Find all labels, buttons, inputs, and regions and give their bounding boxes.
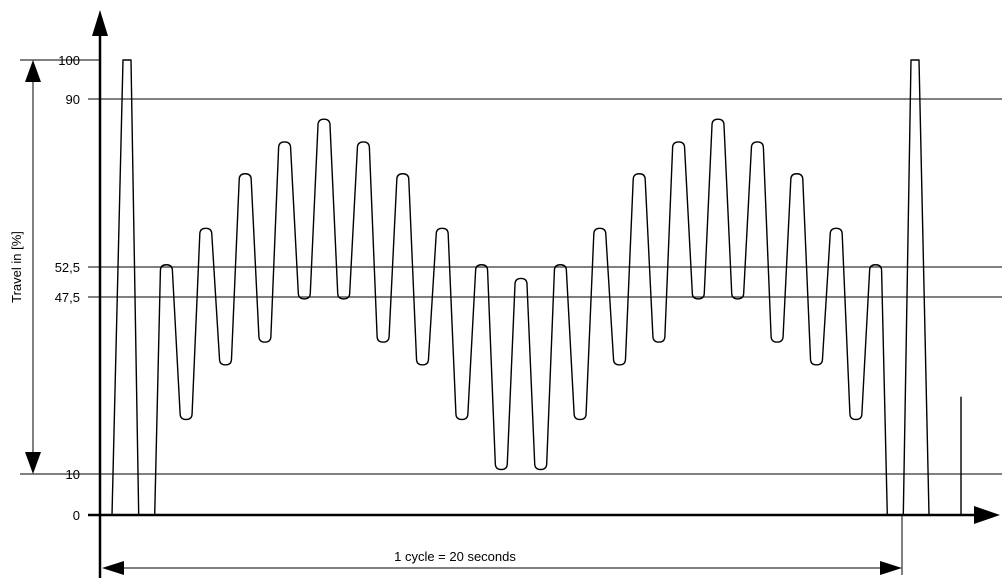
tick-label-0: 0 xyxy=(73,508,80,523)
y-axis-label: Travel in [%] xyxy=(9,231,24,303)
tick-label-52-5: 52,5 xyxy=(55,260,80,275)
x-axis-arrow xyxy=(974,506,1000,524)
tick-label-10: 10 xyxy=(66,467,80,482)
tick-label-100: 100 xyxy=(58,53,80,68)
travel-waveform-line xyxy=(111,59,930,516)
travel-waveform xyxy=(111,59,962,516)
cycle-label: 1 cycle = 20 seconds xyxy=(394,549,516,564)
travel-arrow-up xyxy=(25,60,41,82)
tick-label-47-5: 47,5 xyxy=(55,290,80,305)
cycle-arrow-right xyxy=(880,561,902,575)
tick-label-90: 90 xyxy=(66,92,80,107)
y-axis-arrow xyxy=(92,10,108,36)
travel-arrow-down xyxy=(25,452,41,474)
cycle-arrow-left xyxy=(102,561,124,575)
